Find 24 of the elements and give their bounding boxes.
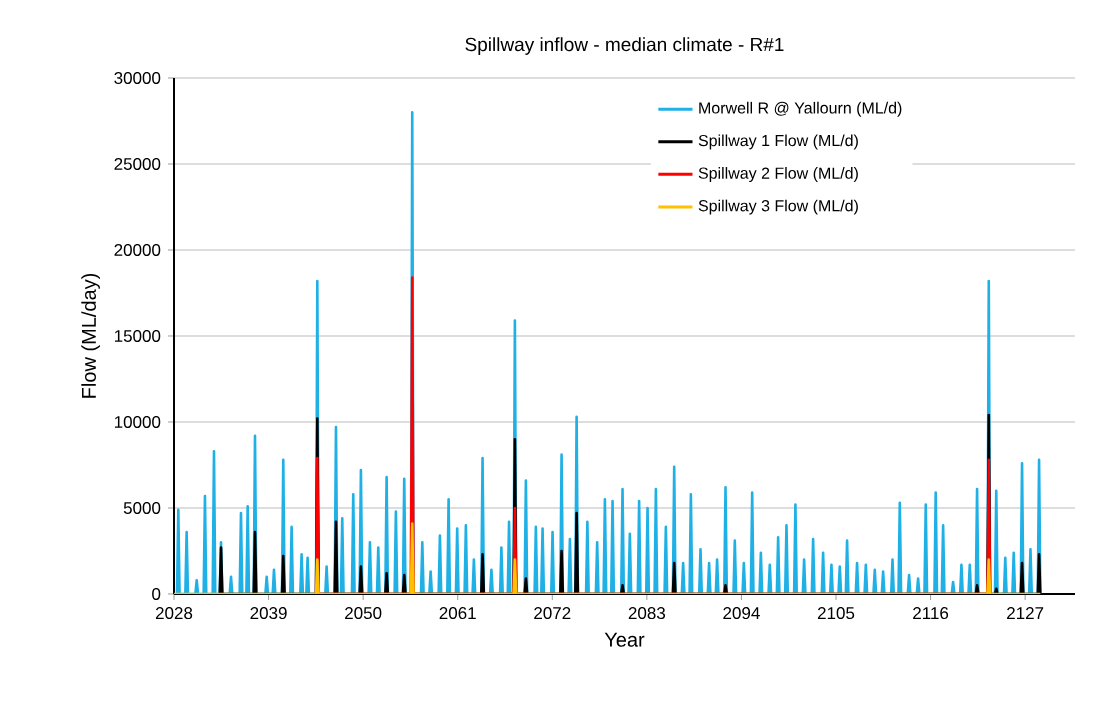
- legend-label: Morwell R @ Yallourn (ML/d): [699, 101, 902, 117]
- chart-title: Spillway inflow - median climate - R#1: [465, 37, 784, 55]
- x-tick-label: 2094: [723, 607, 760, 620]
- x-tick-label: 2083: [628, 607, 666, 620]
- x-tick-label: 2105: [817, 607, 855, 620]
- legend-label: Spillway 3 Flow (ML/d): [698, 199, 858, 215]
- y-tick-label: 25000: [114, 157, 161, 170]
- legend-label: Spillway 1 Flow (ML/d): [698, 134, 858, 150]
- y-tick-label: 10000: [114, 415, 161, 428]
- y-tick-label: 20000: [114, 243, 161, 256]
- y-tick-label: 5000: [123, 501, 161, 514]
- x-tick-label: 2039: [250, 607, 287, 620]
- y-tick-label: 30000: [114, 71, 161, 84]
- y-tick-label: 15000: [114, 329, 161, 342]
- x-tick-label: 2116: [913, 607, 949, 620]
- x-tick-label: 2127: [1007, 607, 1044, 619]
- x-tick-label: 2072: [534, 607, 571, 620]
- y-tick-label: 0: [152, 587, 161, 600]
- x-tick-label: 2050: [345, 607, 382, 620]
- y-axis-title: Flow (ML/day): [81, 273, 100, 398]
- x-tick-label: 2061: [439, 607, 476, 620]
- x-axis-title: Year: [604, 632, 645, 647]
- x-tick-label: 2028: [155, 607, 193, 620]
- legend-label: Spillway 2 Flow (ML/d): [698, 167, 858, 182]
